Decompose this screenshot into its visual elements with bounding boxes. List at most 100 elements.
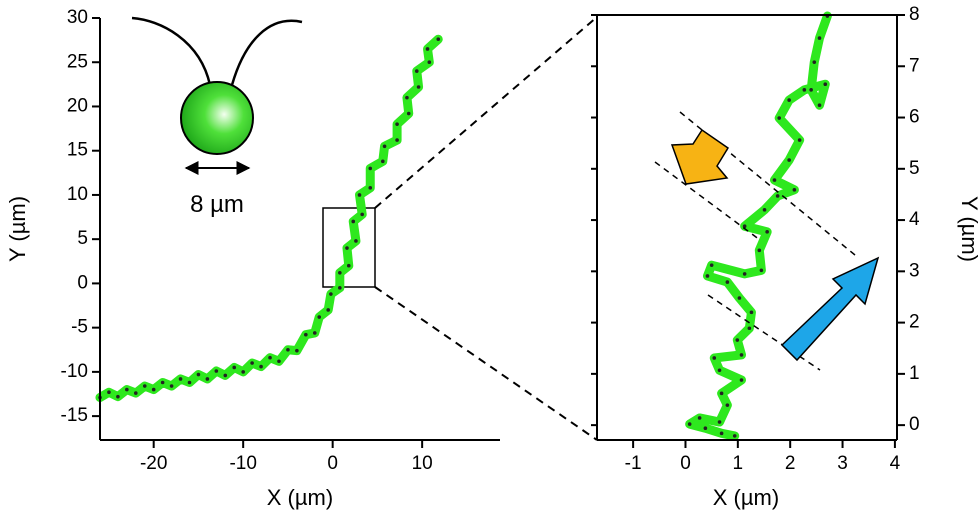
trajectory-point — [687, 422, 692, 426]
trajectory-point — [406, 111, 411, 116]
trajectory-point — [759, 268, 764, 273]
trajectory-point — [395, 138, 399, 142]
trajectory-point — [712, 356, 717, 360]
trajectory-point — [232, 365, 237, 370]
x-tick-label: 10 — [412, 453, 433, 474]
y-tick-label: 1 — [909, 363, 920, 384]
trajectory-point — [250, 361, 254, 365]
trajectory-point — [241, 370, 245, 374]
y-tick-label: 30 — [67, 7, 88, 28]
y-tick-label: 10 — [67, 184, 88, 205]
trajectory-point — [737, 296, 742, 300]
trajectory-point — [346, 263, 351, 268]
trajectory-point — [749, 310, 754, 315]
trajectory-point — [125, 387, 129, 392]
x-tick-label: -20 — [140, 453, 167, 474]
trajectory-point — [725, 280, 730, 284]
trajectory-point — [742, 224, 747, 229]
trajectory-point — [338, 286, 342, 290]
trajectory-point — [797, 138, 802, 142]
trajectory-point — [326, 308, 330, 312]
trajectory-point — [705, 274, 710, 278]
trajectory-point — [329, 292, 333, 296]
trajectory-point — [719, 391, 724, 396]
trajectory-point — [772, 178, 777, 182]
trajectory-point — [368, 166, 373, 171]
trajectory-point — [160, 380, 165, 385]
x-tick-label: 2 — [785, 453, 796, 474]
y-tick-label: 5 — [909, 158, 920, 179]
trajectory-point — [732, 434, 737, 438]
trajectory-point — [312, 331, 317, 335]
trajectory-point — [214, 369, 219, 373]
trajectory-point — [735, 338, 740, 342]
trajectory-point — [747, 326, 752, 331]
trajectory-point — [317, 315, 322, 319]
trajectory-point — [717, 420, 722, 424]
zoom-line — [374, 286, 598, 441]
trajectory-point — [739, 378, 744, 382]
trajectory-point — [719, 431, 724, 436]
plots: -20 -10 0 10 -1 5 -10 -5 0 5 10 15 20 25 30 X (µm) Y (µm… — [5, 4, 980, 510]
trajectory-point — [757, 248, 762, 253]
trajectory-point — [354, 239, 358, 243]
trajectory-point — [427, 60, 432, 65]
trajectory-point — [178, 377, 183, 381]
y-tick-label: 25 — [67, 51, 88, 72]
trajectory-point — [286, 347, 290, 352]
trajectory-point — [133, 391, 138, 395]
y-tick-label: 20 — [67, 95, 88, 116]
trajectory-point — [817, 36, 822, 40]
trajectory-point — [725, 403, 730, 407]
y-tick-label: -5 — [71, 317, 88, 338]
scale-label: 8 µm — [190, 191, 244, 218]
trajectory-point — [223, 373, 228, 378]
y-tick-label: 8 — [909, 4, 920, 25]
trajectory-point — [425, 47, 430, 51]
x-tick-label: 1 — [733, 453, 744, 474]
trajectory-point — [717, 368, 722, 373]
x-axis-label: X (µm) — [267, 485, 333, 510]
y-tick-label: 2 — [909, 312, 920, 333]
trajectory-point — [436, 37, 441, 42]
trajectory-point — [697, 416, 702, 420]
y-tick-label: -10 — [61, 361, 88, 382]
trajectory-point — [809, 88, 813, 92]
y-tick-label: 7 — [909, 55, 920, 76]
trajectory-point — [196, 372, 201, 377]
trajectory-point — [142, 384, 147, 388]
trajectory-point — [169, 384, 174, 388]
trajectory-point — [151, 387, 156, 392]
cell-inset — [131, 16, 303, 175]
trajectory-point — [268, 355, 272, 360]
y-tick-label: 15 — [67, 140, 88, 161]
trajectory — [95, 34, 443, 403]
trajectory-point — [703, 426, 708, 431]
trajectory-point — [787, 158, 791, 162]
x-tick-label: -1 — [625, 453, 642, 474]
trajectory-point — [304, 332, 308, 337]
trajectory-point — [357, 193, 362, 197]
trajectory-point — [709, 263, 714, 267]
trajectory-point — [345, 246, 349, 250]
trajectory-point — [802, 88, 807, 92]
trajectory-point — [416, 85, 421, 89]
trajectory-point — [205, 377, 210, 381]
y-axis-label: Y (µm) — [957, 196, 980, 262]
x-tick-label: 0 — [327, 453, 338, 474]
x-tick-label: 3 — [837, 453, 848, 474]
trajectory-point — [368, 186, 373, 190]
trajectory-point — [812, 60, 817, 64]
trajectory-point — [765, 230, 769, 234]
x-axis-label: X (µm) — [713, 485, 779, 510]
direction-annotations — [654, 111, 880, 371]
x-tick-label: -10 — [229, 453, 256, 474]
trajectory-point — [777, 116, 781, 120]
y-tick-label: 5 — [77, 228, 88, 249]
x-tick-label: 4 — [890, 453, 901, 474]
trajectory-point — [338, 270, 342, 275]
trajectory-point — [405, 95, 409, 100]
trajectory-point — [187, 380, 192, 385]
x-tick-label: 0 — [680, 453, 691, 474]
trajectory-point — [817, 103, 822, 108]
